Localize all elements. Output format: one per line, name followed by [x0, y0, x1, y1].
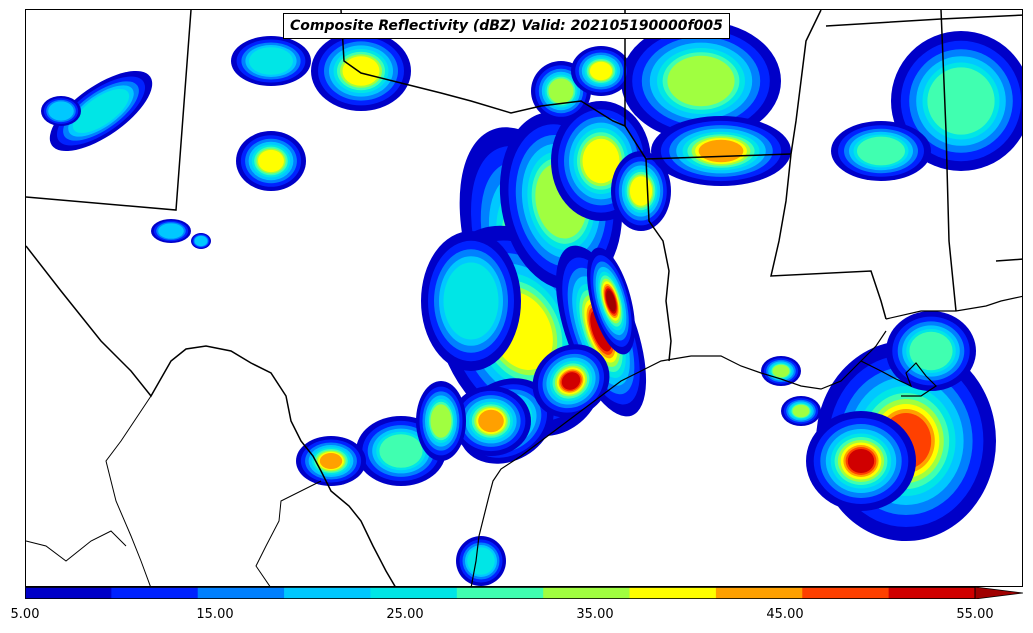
- mississippi-river: [790, 10, 822, 155]
- reflectivity-contour: [847, 449, 875, 473]
- colorbar-tick-label: 45.00: [766, 607, 804, 622]
- colorbar-bin: [715, 587, 803, 599]
- colorbar-tick-label: 55.00: [956, 607, 994, 622]
- reflectivity-contour: [467, 547, 495, 575]
- reflectivity-contour: [698, 139, 744, 163]
- colorbar-bin: [456, 587, 544, 599]
- colorbar-bin: [284, 587, 371, 599]
- colorbar-tick-label: 25.00: [386, 607, 424, 622]
- tx-mexico-border: [26, 245, 396, 586]
- reflectivity-contour: [561, 372, 581, 390]
- reflectivity-contour: [792, 404, 810, 418]
- reflectivity-contour: [319, 453, 343, 469]
- reflectivity-contour: [158, 223, 184, 239]
- reflectivity-contour: [857, 136, 905, 166]
- reflectivity-contour: [443, 262, 499, 340]
- reflectivity-contour: [379, 434, 423, 468]
- reflectivity-contour: [249, 47, 293, 75]
- reflectivity-contour: [342, 56, 380, 86]
- reflectivity-contour: [772, 364, 790, 378]
- la-coast-delta: [860, 360, 937, 397]
- mexico-state-line-1: [105, 395, 152, 586]
- colorbar-bin: [888, 587, 976, 599]
- colorbar-bin: [25, 587, 112, 599]
- reflectivity-contour: [909, 331, 953, 371]
- mexico-state-line-3: [255, 480, 322, 586]
- nm-tx-boundary: [26, 10, 192, 211]
- reflectivity-map: [26, 10, 1022, 586]
- reflectivity-contour: [548, 78, 574, 104]
- colorbar-tick-label: 35.00: [576, 607, 614, 622]
- reflectivity-contour: [582, 138, 620, 184]
- colorbar-tick-label: 5.00: [10, 607, 40, 622]
- colorbar-bin: [370, 587, 458, 599]
- reflectivity-contour: [194, 235, 208, 247]
- colorbar-outline: [25, 587, 976, 599]
- reflectivity-contour: [478, 409, 504, 433]
- reflectivity-contour: [589, 61, 613, 81]
- map-panel: [25, 9, 1023, 587]
- map-title: Composite Reflectivity (dBZ) Valid: 2021…: [283, 13, 730, 39]
- reflectivity-contour: [927, 67, 995, 135]
- colorbar-tick-label: 15.00: [196, 607, 234, 622]
- colorbar-bin: [629, 587, 717, 599]
- ms-al-boundary: [940, 10, 957, 312]
- ar-la-boundary: [645, 153, 792, 160]
- state-boundaries: [26, 10, 1022, 586]
- colorbar-extend-arrow: [974, 587, 1023, 599]
- mexico-state-line-2: [26, 530, 127, 562]
- colorbar-bin: [197, 587, 285, 599]
- tx-la-boundary: [624, 125, 672, 362]
- reflectivity-field: [41, 21, 1022, 586]
- colorbar-bin: [543, 587, 631, 599]
- ok-tx-boundary: [340, 10, 626, 128]
- texas-coastline: [470, 330, 887, 586]
- reflectivity-contour: [48, 101, 74, 121]
- ark-mo-boundary: [825, 14, 1022, 27]
- colorbar-bin: [802, 587, 890, 599]
- reflectivity-contour: [72, 88, 130, 134]
- colorbar: [25, 587, 1023, 599]
- colorbar-bin: [111, 587, 199, 599]
- reflectivity-contour: [606, 290, 616, 312]
- ms-la-boundary: [770, 153, 887, 320]
- reflectivity-contour: [258, 149, 284, 173]
- al-fl-boundary: [995, 258, 1022, 262]
- reflectivity-contour: [667, 55, 735, 107]
- ms-al-coast: [885, 295, 1022, 320]
- reflectivity-contour: [430, 404, 452, 438]
